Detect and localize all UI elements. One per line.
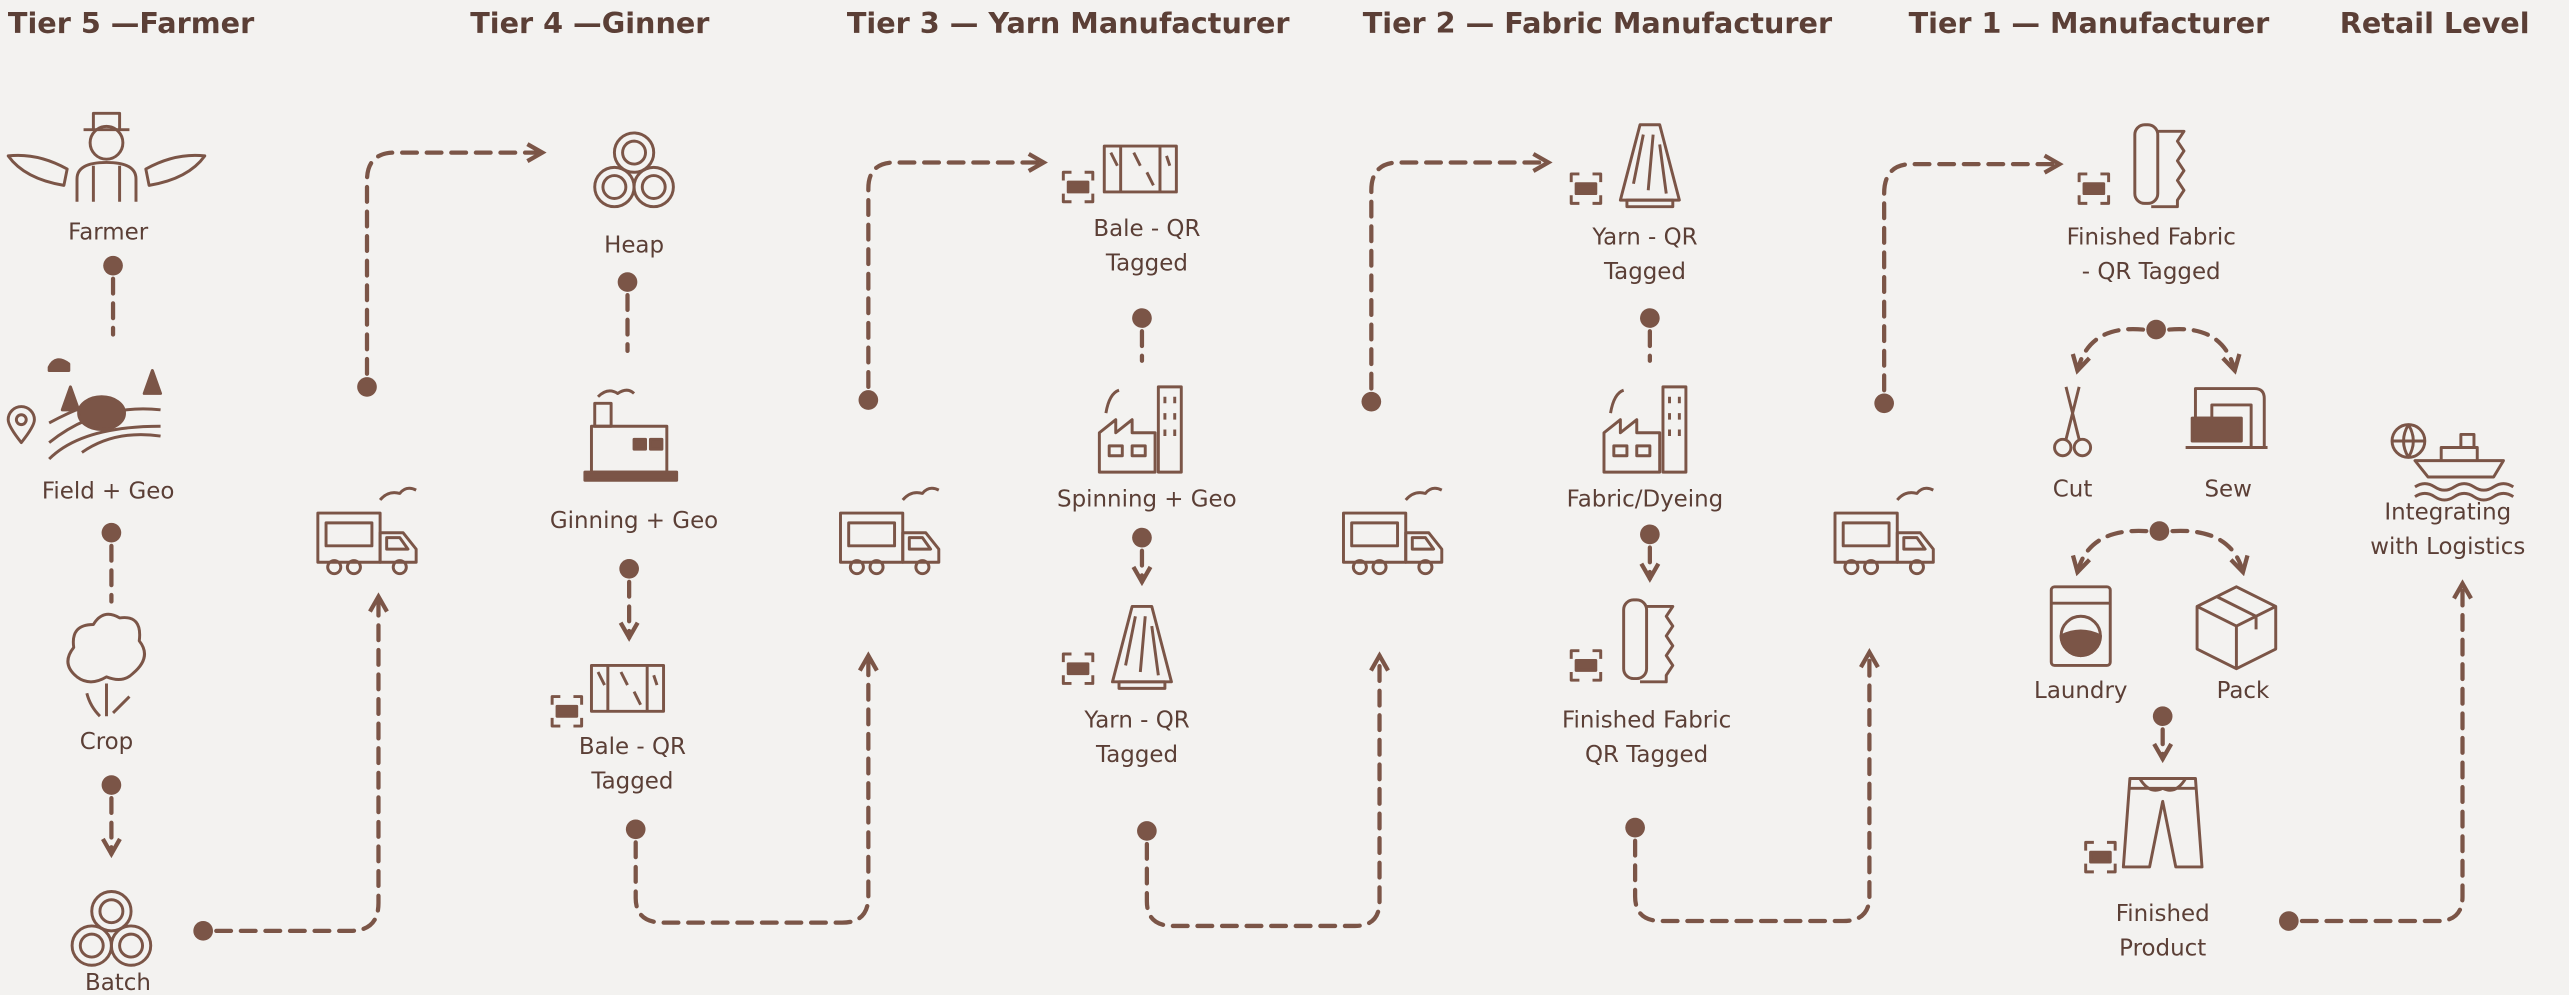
icon — [1112, 606, 1171, 688]
node-label: Heap — [604, 233, 664, 259]
node-label: Tagged — [1603, 259, 1686, 285]
icon — [2086, 842, 2115, 871]
icon — [1835, 488, 1933, 573]
node-label: Yarn - QR — [1591, 224, 1697, 250]
icon — [1063, 172, 1092, 201]
node-label: Tagged — [590, 768, 673, 794]
tier-title: Retail Level — [2340, 6, 2530, 40]
icon — [552, 697, 581, 726]
node-label: Field + Geo — [42, 478, 175, 504]
icon — [2135, 125, 2184, 207]
node-label: Tagged — [1095, 742, 1178, 768]
node-label: Cut — [2053, 477, 2093, 503]
node-label: Product — [2119, 935, 2206, 961]
tier-title: Tier 2 — Fabric Manufacturer — [1363, 6, 1833, 40]
node-label: - QR Tagged — [2082, 259, 2221, 285]
icon — [585, 390, 677, 480]
tier-title: Tier 4 —Ginner — [470, 6, 710, 40]
node-label: Ginning + Geo — [550, 508, 718, 534]
node-label: Spinning + Geo — [1057, 487, 1237, 513]
node-label: QR Tagged — [1585, 742, 1708, 768]
icon — [1063, 654, 1092, 683]
node-label: Fabric/Dyeing — [1567, 487, 1724, 513]
node-label: Bale - QR — [1093, 216, 1200, 242]
icon — [2079, 174, 2108, 203]
icon — [1624, 600, 1673, 682]
node-label: Batch — [85, 970, 151, 995]
node-label: Integrating — [2384, 500, 2511, 526]
tier-title: Tier 1 — Manufacturer — [1909, 6, 2271, 40]
icon — [1104, 146, 1176, 192]
node-label: Finished Fabric — [2067, 224, 2236, 250]
icon — [1604, 387, 1686, 472]
node-label: Yarn - QR — [1083, 708, 1189, 734]
node-label: Finished Fabric — [1562, 708, 1731, 734]
tier-title: Tier 3 — Yarn Manufacturer — [847, 6, 1291, 40]
supply-chain-diagram: Tier 5 —Farmer Tier 4 —Ginner Tier 3 — Y… — [0, 0, 2569, 995]
icon — [1343, 488, 1441, 573]
icon — [595, 133, 674, 207]
icon — [1099, 387, 1181, 472]
tier-title: Tier 5 —Farmer — [8, 6, 255, 40]
node-label: Tagged — [1105, 251, 1188, 277]
icon — [1620, 125, 1679, 207]
node-label: Bale - QR — [579, 734, 686, 760]
icon — [840, 488, 938, 573]
icon — [72, 892, 151, 966]
node-label: Finished — [2116, 901, 2210, 927]
icon — [591, 665, 663, 711]
icon — [1571, 651, 1600, 680]
icon — [318, 488, 416, 573]
node-label: Farmer — [68, 219, 149, 245]
node-label: Crop — [80, 729, 134, 755]
node-label: with Logistics — [2370, 534, 2525, 560]
node-label: Sew — [2205, 477, 2252, 503]
node-label: Laundry — [2034, 678, 2127, 704]
node-label: Pack — [2217, 678, 2270, 704]
icon — [1571, 174, 1600, 203]
